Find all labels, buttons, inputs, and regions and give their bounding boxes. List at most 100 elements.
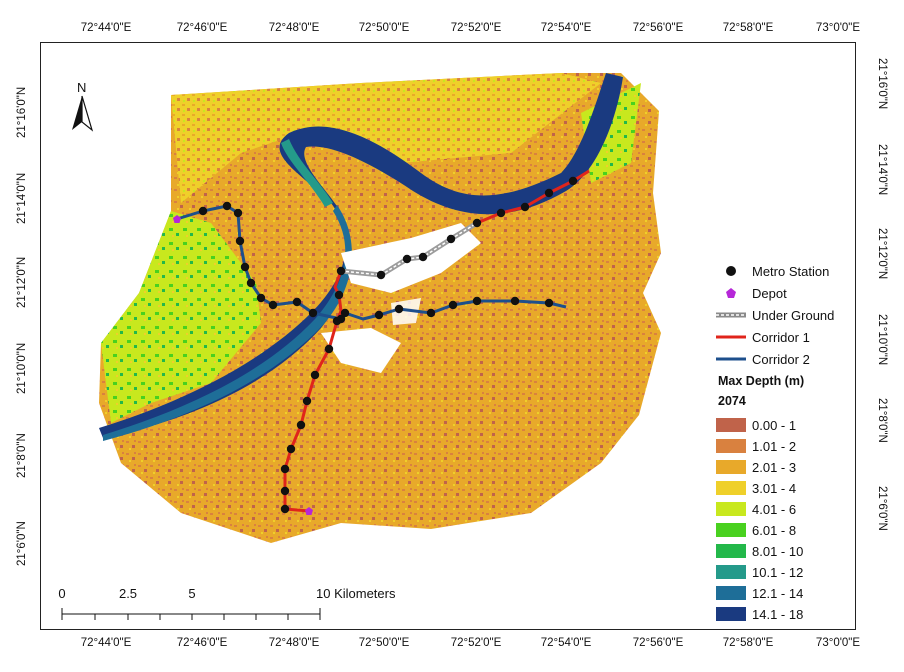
legend-swatch: [716, 418, 746, 432]
scale-label-2-5: 2.5: [118, 586, 138, 601]
legend-corridor-2: Corridor 2: [714, 350, 810, 368]
metro-station-marker: [374, 310, 384, 320]
legend-swatch: [716, 523, 746, 537]
legend-depot: Depot: [714, 284, 787, 302]
metro-station-marker: [286, 444, 296, 454]
metro-station-marker: [418, 252, 428, 262]
metro-station-marker: [544, 188, 554, 198]
metro-station-marker: [308, 308, 318, 318]
legend-swatch: [716, 565, 746, 579]
left-lat-label: 21°6'0"N: [16, 521, 28, 566]
metro-station-marker: [394, 304, 404, 314]
legend-depth-class: 2.01 - 3: [714, 458, 796, 476]
legend-class-label: 8.01 - 10: [752, 543, 804, 559]
metro-station-marker: [496, 208, 506, 218]
legend-swatch: [716, 607, 746, 621]
depot-marker: [305, 507, 313, 515]
corridor-1-line-icon: [716, 335, 746, 339]
green-floodplain-west: [101, 211, 261, 423]
metro-station-marker: [324, 344, 334, 354]
metro-station-marker: [332, 316, 342, 326]
corridor-2-line-icon: [716, 357, 746, 361]
north-arrow-icon: [72, 95, 94, 132]
right-lat-label: 21°14'0"N: [876, 144, 888, 196]
legend-under-ground: Under Ground: [714, 306, 834, 324]
legend-swatch: [716, 439, 746, 453]
metro-station-marker: [426, 308, 436, 318]
legend-swatch: [716, 481, 746, 495]
legend-depth-class: 0.00 - 1: [714, 416, 796, 434]
bottom-lon-label: 72°58'0"E: [722, 637, 774, 649]
legend-class-label: 0.00 - 1: [752, 417, 797, 433]
metro-station-marker: [568, 176, 578, 186]
metro-station-marker: [402, 254, 412, 264]
top-lon-label: 72°50'0"E: [358, 22, 410, 34]
metro-station-marker: [256, 293, 266, 303]
legend-swatch: [716, 586, 746, 600]
metro-station-marker: [336, 266, 346, 276]
scale-label-10: 10 Kilometers: [316, 586, 396, 601]
tapi-river: [99, 73, 623, 438]
right-lat-label: 21°10'0"N: [876, 314, 888, 366]
metro-station-marker: [268, 300, 278, 310]
top-lon-label: 72°44'0"E: [80, 22, 132, 34]
top-lon-label: 72°48'0"E: [268, 22, 320, 34]
bottom-lon-label: 72°50'0"E: [358, 637, 410, 649]
legend-depth-class: 4.01 - 6: [714, 500, 796, 518]
legend-depth-class: 14.1 - 18: [714, 605, 803, 623]
right-lat-label: 21°12'0"N: [876, 228, 888, 280]
legend-title: Max Depth (m): [718, 374, 805, 388]
metro-station-marker: [246, 278, 256, 288]
metro-station-marker: [472, 296, 482, 306]
scale-label-5: 5: [188, 586, 196, 601]
metro-station-marker: [280, 486, 290, 496]
legend-class-label: 12.1 - 14: [752, 585, 804, 601]
bottom-lon-label: 72°54'0"E: [540, 637, 592, 649]
legend-depth-class: 8.01 - 10: [714, 542, 803, 560]
legend-class-label: 2.01 - 3: [752, 459, 797, 475]
metro-station-marker: [280, 464, 290, 474]
north-arrow-label: N: [77, 80, 87, 95]
bottom-lon-label: 72°48'0"E: [268, 637, 320, 649]
left-lat-label: 21°8'0"N: [16, 433, 28, 478]
metro-station-marker: [340, 308, 350, 318]
metro-station-marker: [235, 236, 245, 246]
metro-station-marker: [310, 370, 320, 380]
metro-station-marker: [302, 396, 312, 406]
metro-station-marker: [240, 262, 250, 272]
bottom-lon-label: 72°44'0"E: [80, 637, 132, 649]
legend-subtitle: 2074: [718, 394, 746, 408]
legend-class-label: 3.01 - 4: [752, 480, 797, 496]
top-lon-label: 72°56'0"E: [632, 22, 684, 34]
legend-swatch: [716, 460, 746, 474]
metro-station-marker: [510, 296, 520, 306]
scale-label-0: 0: [58, 586, 66, 601]
metro-station-marker: [544, 298, 554, 308]
map-legend: Metro Station Depot Under Ground Corrido…: [714, 258, 852, 624]
legend-class-label: 14.1 - 18: [752, 606, 804, 622]
legend-depth-class: 10.1 - 12: [714, 563, 803, 581]
metro-station-marker: [446, 234, 456, 244]
bottom-lon-label: 72°46'0"E: [176, 637, 228, 649]
scale-bar: 0 2.5 5 10 Kilometers: [56, 586, 395, 626]
top-lon-label: 72°54'0"E: [540, 22, 592, 34]
right-lat-label: 21°6'0"N: [876, 486, 888, 531]
metro-station-marker: [233, 208, 243, 218]
legend-depth-class: 3.01 - 4: [714, 479, 796, 497]
scale-bar-ruler: [61, 608, 321, 620]
metro-station-icon: [726, 266, 736, 276]
legend-class-label: 1.01 - 2: [752, 438, 797, 454]
under-ground-line-icon: [716, 312, 746, 318]
depot-marker: [173, 215, 181, 223]
legend-depth-class: 1.01 - 2: [714, 437, 796, 455]
metro-station-marker: [280, 504, 290, 514]
metro-station-marker: [292, 297, 302, 307]
top-lon-label: 72°52'0"E: [450, 22, 502, 34]
legend-class-label: 10.1 - 12: [752, 564, 804, 580]
metro-station-marker: [472, 218, 482, 228]
metro-station-marker: [520, 202, 530, 212]
left-lat-label: 21°10'0"N: [16, 342, 28, 394]
top-lon-label: 72°58'0"E: [722, 22, 774, 34]
metro-station-marker: [448, 300, 458, 310]
left-lat-label: 21°16'0"N: [16, 86, 28, 138]
